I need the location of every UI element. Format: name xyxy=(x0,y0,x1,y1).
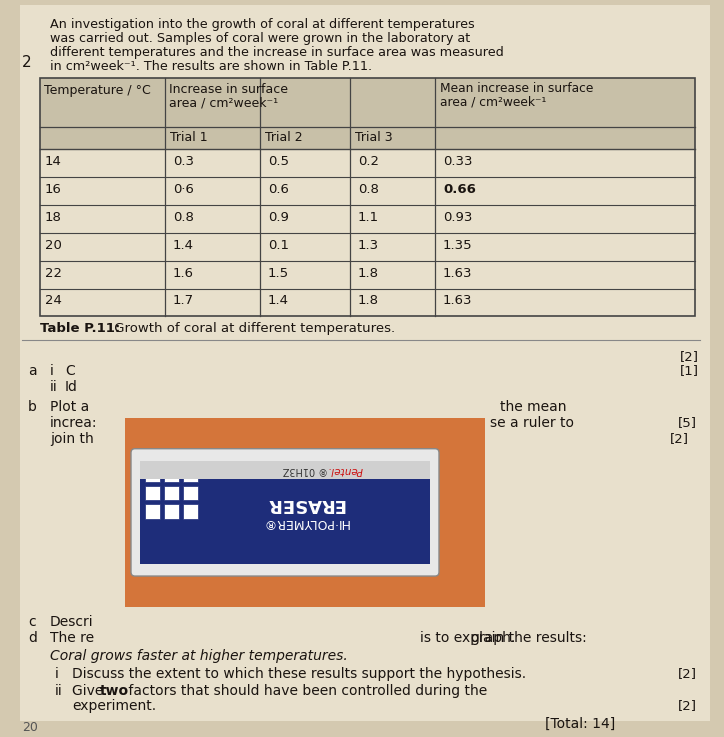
Text: ® 01H3Z: ® 01H3Z xyxy=(282,464,328,475)
Text: C: C xyxy=(65,364,75,378)
Text: [5]: [5] xyxy=(678,416,697,429)
Text: i: i xyxy=(55,666,59,680)
Text: 2: 2 xyxy=(22,55,32,70)
Text: The re: The re xyxy=(50,631,94,645)
Text: 0.1: 0.1 xyxy=(268,239,289,252)
Text: ii: ii xyxy=(55,685,63,699)
Text: Plot a: Plot a xyxy=(50,400,89,414)
Text: Temperature / °C: Temperature / °C xyxy=(44,83,151,97)
Text: 0.3: 0.3 xyxy=(173,156,194,168)
Text: is to explain the results:: is to explain the results: xyxy=(420,631,586,645)
Text: 1.5: 1.5 xyxy=(268,267,289,279)
Text: a: a xyxy=(28,364,37,378)
Text: [2]: [2] xyxy=(670,432,689,445)
Bar xyxy=(140,461,430,478)
Text: Discuss the extent to which these results support the hypothesis.: Discuss the extent to which these result… xyxy=(72,666,526,680)
Bar xyxy=(183,486,198,500)
Text: two: two xyxy=(100,685,129,699)
Text: [2]: [2] xyxy=(678,699,697,713)
Text: 20: 20 xyxy=(45,239,62,252)
Text: [Total: 14]: [Total: 14] xyxy=(545,717,615,731)
Text: ii: ii xyxy=(50,380,58,394)
Text: 18: 18 xyxy=(45,211,62,224)
Text: [2]: [2] xyxy=(678,666,697,680)
Text: d: d xyxy=(28,631,37,645)
Text: 0.33: 0.33 xyxy=(443,156,473,168)
Bar xyxy=(140,461,430,564)
Text: the mean: the mean xyxy=(500,400,566,414)
Bar xyxy=(145,467,160,481)
Text: Trial 2: Trial 2 xyxy=(265,131,303,144)
Text: 24: 24 xyxy=(45,295,62,307)
Text: 0.2: 0.2 xyxy=(358,156,379,168)
Bar xyxy=(164,504,179,520)
Text: join th: join th xyxy=(50,432,93,446)
Bar xyxy=(183,467,198,481)
Text: 16: 16 xyxy=(45,183,62,196)
Text: 1.4: 1.4 xyxy=(268,295,289,307)
Text: Pentel.: Pentel. xyxy=(327,464,363,475)
Text: Growth of coral at different temperatures.: Growth of coral at different temperature… xyxy=(110,322,395,335)
Text: 1.63: 1.63 xyxy=(443,295,473,307)
Bar xyxy=(145,486,160,500)
Text: was carried out. Samples of coral were grown in the laboratory at: was carried out. Samples of coral were g… xyxy=(50,32,471,45)
Text: An investigation into the growth of coral at different temperatures: An investigation into the growth of cora… xyxy=(50,18,475,31)
Text: 1.1: 1.1 xyxy=(358,211,379,224)
Text: 1.4: 1.4 xyxy=(173,239,194,252)
Text: Coral grows faster at higher temperatures.: Coral grows faster at higher temperature… xyxy=(50,649,348,663)
Text: increa:: increa: xyxy=(50,416,98,430)
Text: se a ruler to: se a ruler to xyxy=(490,416,574,430)
Text: graph.: graph. xyxy=(470,631,515,645)
Text: 22: 22 xyxy=(45,267,62,279)
Bar xyxy=(40,77,695,316)
Text: Trial 3: Trial 3 xyxy=(355,131,392,144)
Text: different temperatures and the increase in surface area was measured: different temperatures and the increase … xyxy=(50,46,504,59)
Text: area / cm²week⁻¹: area / cm²week⁻¹ xyxy=(169,97,278,110)
Bar xyxy=(183,504,198,520)
Text: 0·6: 0·6 xyxy=(173,183,194,196)
Text: 1.63: 1.63 xyxy=(443,267,473,279)
Bar xyxy=(164,486,179,500)
Text: Trial 1: Trial 1 xyxy=(170,131,208,144)
Text: 0.93: 0.93 xyxy=(443,211,472,224)
Text: factors that should have been controlled during the: factors that should have been controlled… xyxy=(124,685,487,699)
Text: b: b xyxy=(28,400,37,414)
Bar xyxy=(125,418,485,607)
Text: Id: Id xyxy=(65,380,78,394)
Text: in cm²week⁻¹. The results are shown in Table P.11.: in cm²week⁻¹. The results are shown in T… xyxy=(50,60,372,73)
Text: ERASER: ERASER xyxy=(266,495,345,514)
Text: Mean increase in surface: Mean increase in surface xyxy=(440,82,594,94)
Text: Increase in surface: Increase in surface xyxy=(169,83,288,96)
Text: experiment.: experiment. xyxy=(72,699,156,713)
Bar xyxy=(145,504,160,520)
Text: [2]: [2] xyxy=(680,350,699,363)
Text: Give: Give xyxy=(72,685,108,699)
Text: i: i xyxy=(50,364,54,378)
Text: 1.35: 1.35 xyxy=(443,239,473,252)
Text: c: c xyxy=(28,615,35,629)
Text: 1.6: 1.6 xyxy=(173,267,194,279)
Text: 0.8: 0.8 xyxy=(358,183,379,196)
Text: Table P.11:: Table P.11: xyxy=(40,322,120,335)
Text: 20: 20 xyxy=(22,722,38,734)
Text: 0.6: 0.6 xyxy=(268,183,289,196)
Text: 0.5: 0.5 xyxy=(268,156,289,168)
Text: 14: 14 xyxy=(45,156,62,168)
Text: Descri: Descri xyxy=(50,615,93,629)
Text: HI·POLYMER®: HI·POLYMER® xyxy=(261,516,349,529)
Text: 0.66: 0.66 xyxy=(443,183,476,196)
Text: 1.8: 1.8 xyxy=(358,295,379,307)
Text: 1.8: 1.8 xyxy=(358,267,379,279)
Text: 1.7: 1.7 xyxy=(173,295,194,307)
Text: [1]: [1] xyxy=(680,364,699,377)
Bar xyxy=(40,77,695,149)
FancyBboxPatch shape xyxy=(131,449,439,576)
Text: 0.9: 0.9 xyxy=(268,211,289,224)
Text: 1.3: 1.3 xyxy=(358,239,379,252)
Text: 0.8: 0.8 xyxy=(173,211,194,224)
Text: area / cm²week⁻¹: area / cm²week⁻¹ xyxy=(440,96,547,108)
Bar xyxy=(164,467,179,481)
